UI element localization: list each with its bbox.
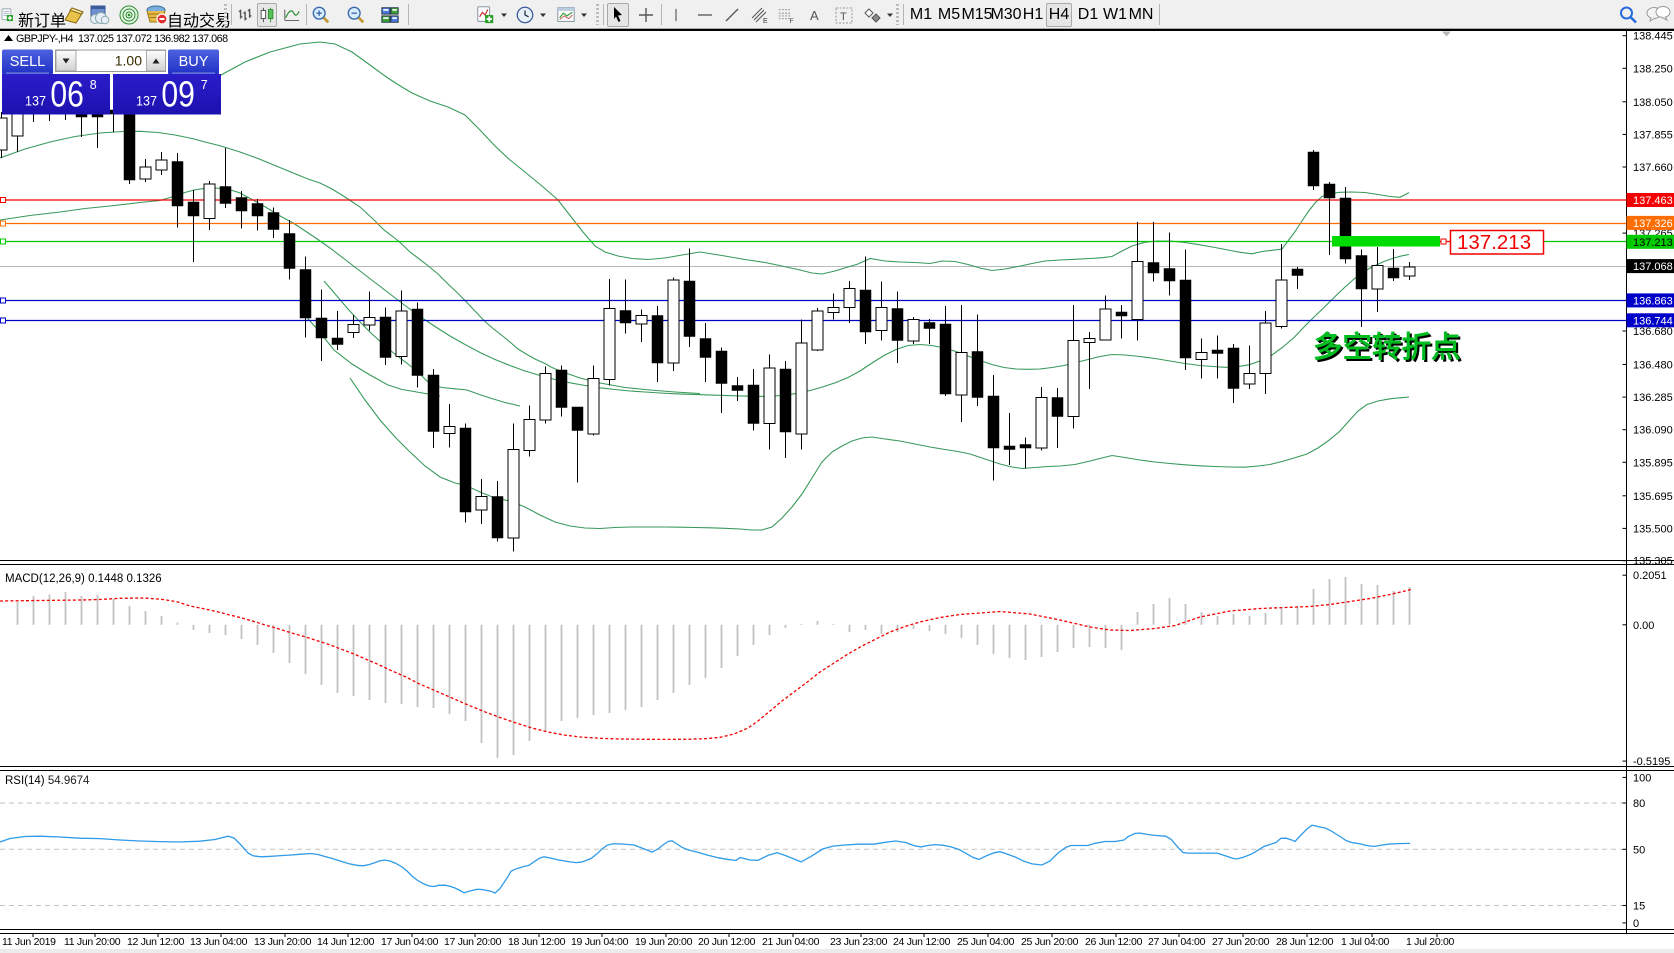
svg-text:19 Jun 20:00: 19 Jun 20:00 [635, 936, 693, 948]
svg-text:多空转折点: 多空转折点 [1315, 333, 1463, 366]
svg-text:136.863: 136.863 [1633, 295, 1673, 307]
svg-text:12 Jun 12:00: 12 Jun 12:00 [127, 936, 185, 948]
svg-text:135.305: 135.305 [1633, 556, 1673, 568]
svg-text:1.00: 1.00 [115, 53, 142, 69]
svg-text:F: F [790, 18, 794, 25]
svg-text:18 Jun 12:00: 18 Jun 12:00 [508, 936, 566, 948]
svg-text:137.463: 137.463 [1633, 195, 1673, 207]
svg-text:13 Jun 04:00: 13 Jun 04:00 [190, 936, 248, 948]
svg-text:0.00: 0.00 [1633, 620, 1654, 632]
svg-text:137: 137 [136, 93, 157, 109]
svg-text:25 Jun 04:00: 25 Jun 04:00 [957, 936, 1015, 948]
svg-text:136.744: 136.744 [1633, 315, 1673, 327]
svg-text:13 Jun 20:00: 13 Jun 20:00 [254, 936, 312, 948]
svg-text:15: 15 [1633, 901, 1645, 913]
svg-text:135.695: 135.695 [1633, 491, 1673, 503]
svg-text:27 Jun 04:00: 27 Jun 04:00 [1148, 936, 1206, 948]
svg-text:26 Jun 12:00: 26 Jun 12:00 [1085, 936, 1143, 948]
svg-text:138.050: 138.050 [1633, 97, 1673, 109]
svg-text:17 Jun 20:00: 17 Jun 20:00 [444, 936, 502, 948]
svg-text:0: 0 [1633, 918, 1639, 930]
svg-text:19 Jun 04:00: 19 Jun 04:00 [571, 936, 629, 948]
svg-text:8: 8 [90, 78, 97, 92]
svg-text:1 Jul 04:00: 1 Jul 04:00 [1341, 936, 1390, 948]
svg-text:28 Jun 12:00: 28 Jun 12:00 [1276, 936, 1334, 948]
svg-text:136.480: 136.480 [1633, 360, 1673, 372]
svg-text:11 Jun 2019: 11 Jun 2019 [2, 936, 56, 948]
svg-text:21 Jun 04:00: 21 Jun 04:00 [762, 936, 820, 948]
svg-text:T: T [840, 11, 847, 23]
svg-text:135.895: 135.895 [1633, 457, 1673, 469]
svg-text:20 Jun 12:00: 20 Jun 12:00 [698, 936, 756, 948]
svg-text:137.660: 137.660 [1633, 162, 1673, 174]
svg-text:MACD(12,26,9) 0.1448 0.1326: MACD(12,26,9) 0.1448 0.1326 [5, 573, 162, 585]
svg-text:06: 06 [50, 73, 84, 114]
svg-text:136.285: 136.285 [1633, 392, 1673, 404]
svg-text:100: 100 [1633, 772, 1651, 784]
svg-text:80: 80 [1633, 798, 1645, 810]
svg-text:137.068: 137.068 [1633, 261, 1673, 273]
svg-text:135.500: 135.500 [1633, 523, 1673, 535]
svg-text:25 Jun 20:00: 25 Jun 20:00 [1021, 936, 1079, 948]
svg-text:27 Jun 20:00: 27 Jun 20:00 [1212, 936, 1270, 948]
svg-text:137.326: 137.326 [1633, 218, 1673, 230]
svg-text:RSI(14) 54.9674: RSI(14) 54.9674 [5, 775, 90, 787]
svg-text:-0.5195: -0.5195 [1633, 756, 1670, 768]
svg-text:136.090: 136.090 [1633, 425, 1673, 437]
svg-text:17 Jun 04:00: 17 Jun 04:00 [381, 936, 439, 948]
svg-text:14 Jun 12:00: 14 Jun 12:00 [317, 936, 375, 948]
svg-text:137: 137 [25, 93, 46, 109]
svg-text:09: 09 [161, 73, 195, 114]
svg-text:137.213: 137.213 [1457, 231, 1531, 254]
svg-text:多空转折点: 多空转折点 [1313, 331, 1461, 364]
svg-text:BUY: BUY [179, 54, 209, 70]
svg-text:24 Jun 12:00: 24 Jun 12:00 [893, 936, 951, 948]
svg-text:138.445: 138.445 [1633, 31, 1673, 43]
svg-text:50: 50 [1633, 844, 1645, 856]
svg-text:7: 7 [201, 78, 208, 92]
svg-text:138.250: 138.250 [1633, 63, 1673, 75]
svg-text:A: A [810, 8, 819, 23]
svg-text:1 Jul 20:00: 1 Jul 20:00 [1406, 936, 1455, 948]
svg-text:0.2051: 0.2051 [1633, 570, 1667, 582]
svg-text:23 Jun 23:00: 23 Jun 23:00 [830, 936, 888, 948]
svg-text:11 Jun 20:00: 11 Jun 20:00 [64, 936, 121, 948]
svg-text:E: E [763, 18, 768, 25]
svg-text:137.855: 137.855 [1633, 129, 1673, 141]
svg-text:136.680: 136.680 [1633, 326, 1673, 338]
svg-text:SELL: SELL [10, 54, 45, 70]
svg-text:GBPJPY-,H4 137.025 137.072 13: GBPJPY-,H4 137.025 137.072 136.982 137.0… [16, 33, 228, 45]
svg-text:137.213: 137.213 [1633, 237, 1673, 249]
